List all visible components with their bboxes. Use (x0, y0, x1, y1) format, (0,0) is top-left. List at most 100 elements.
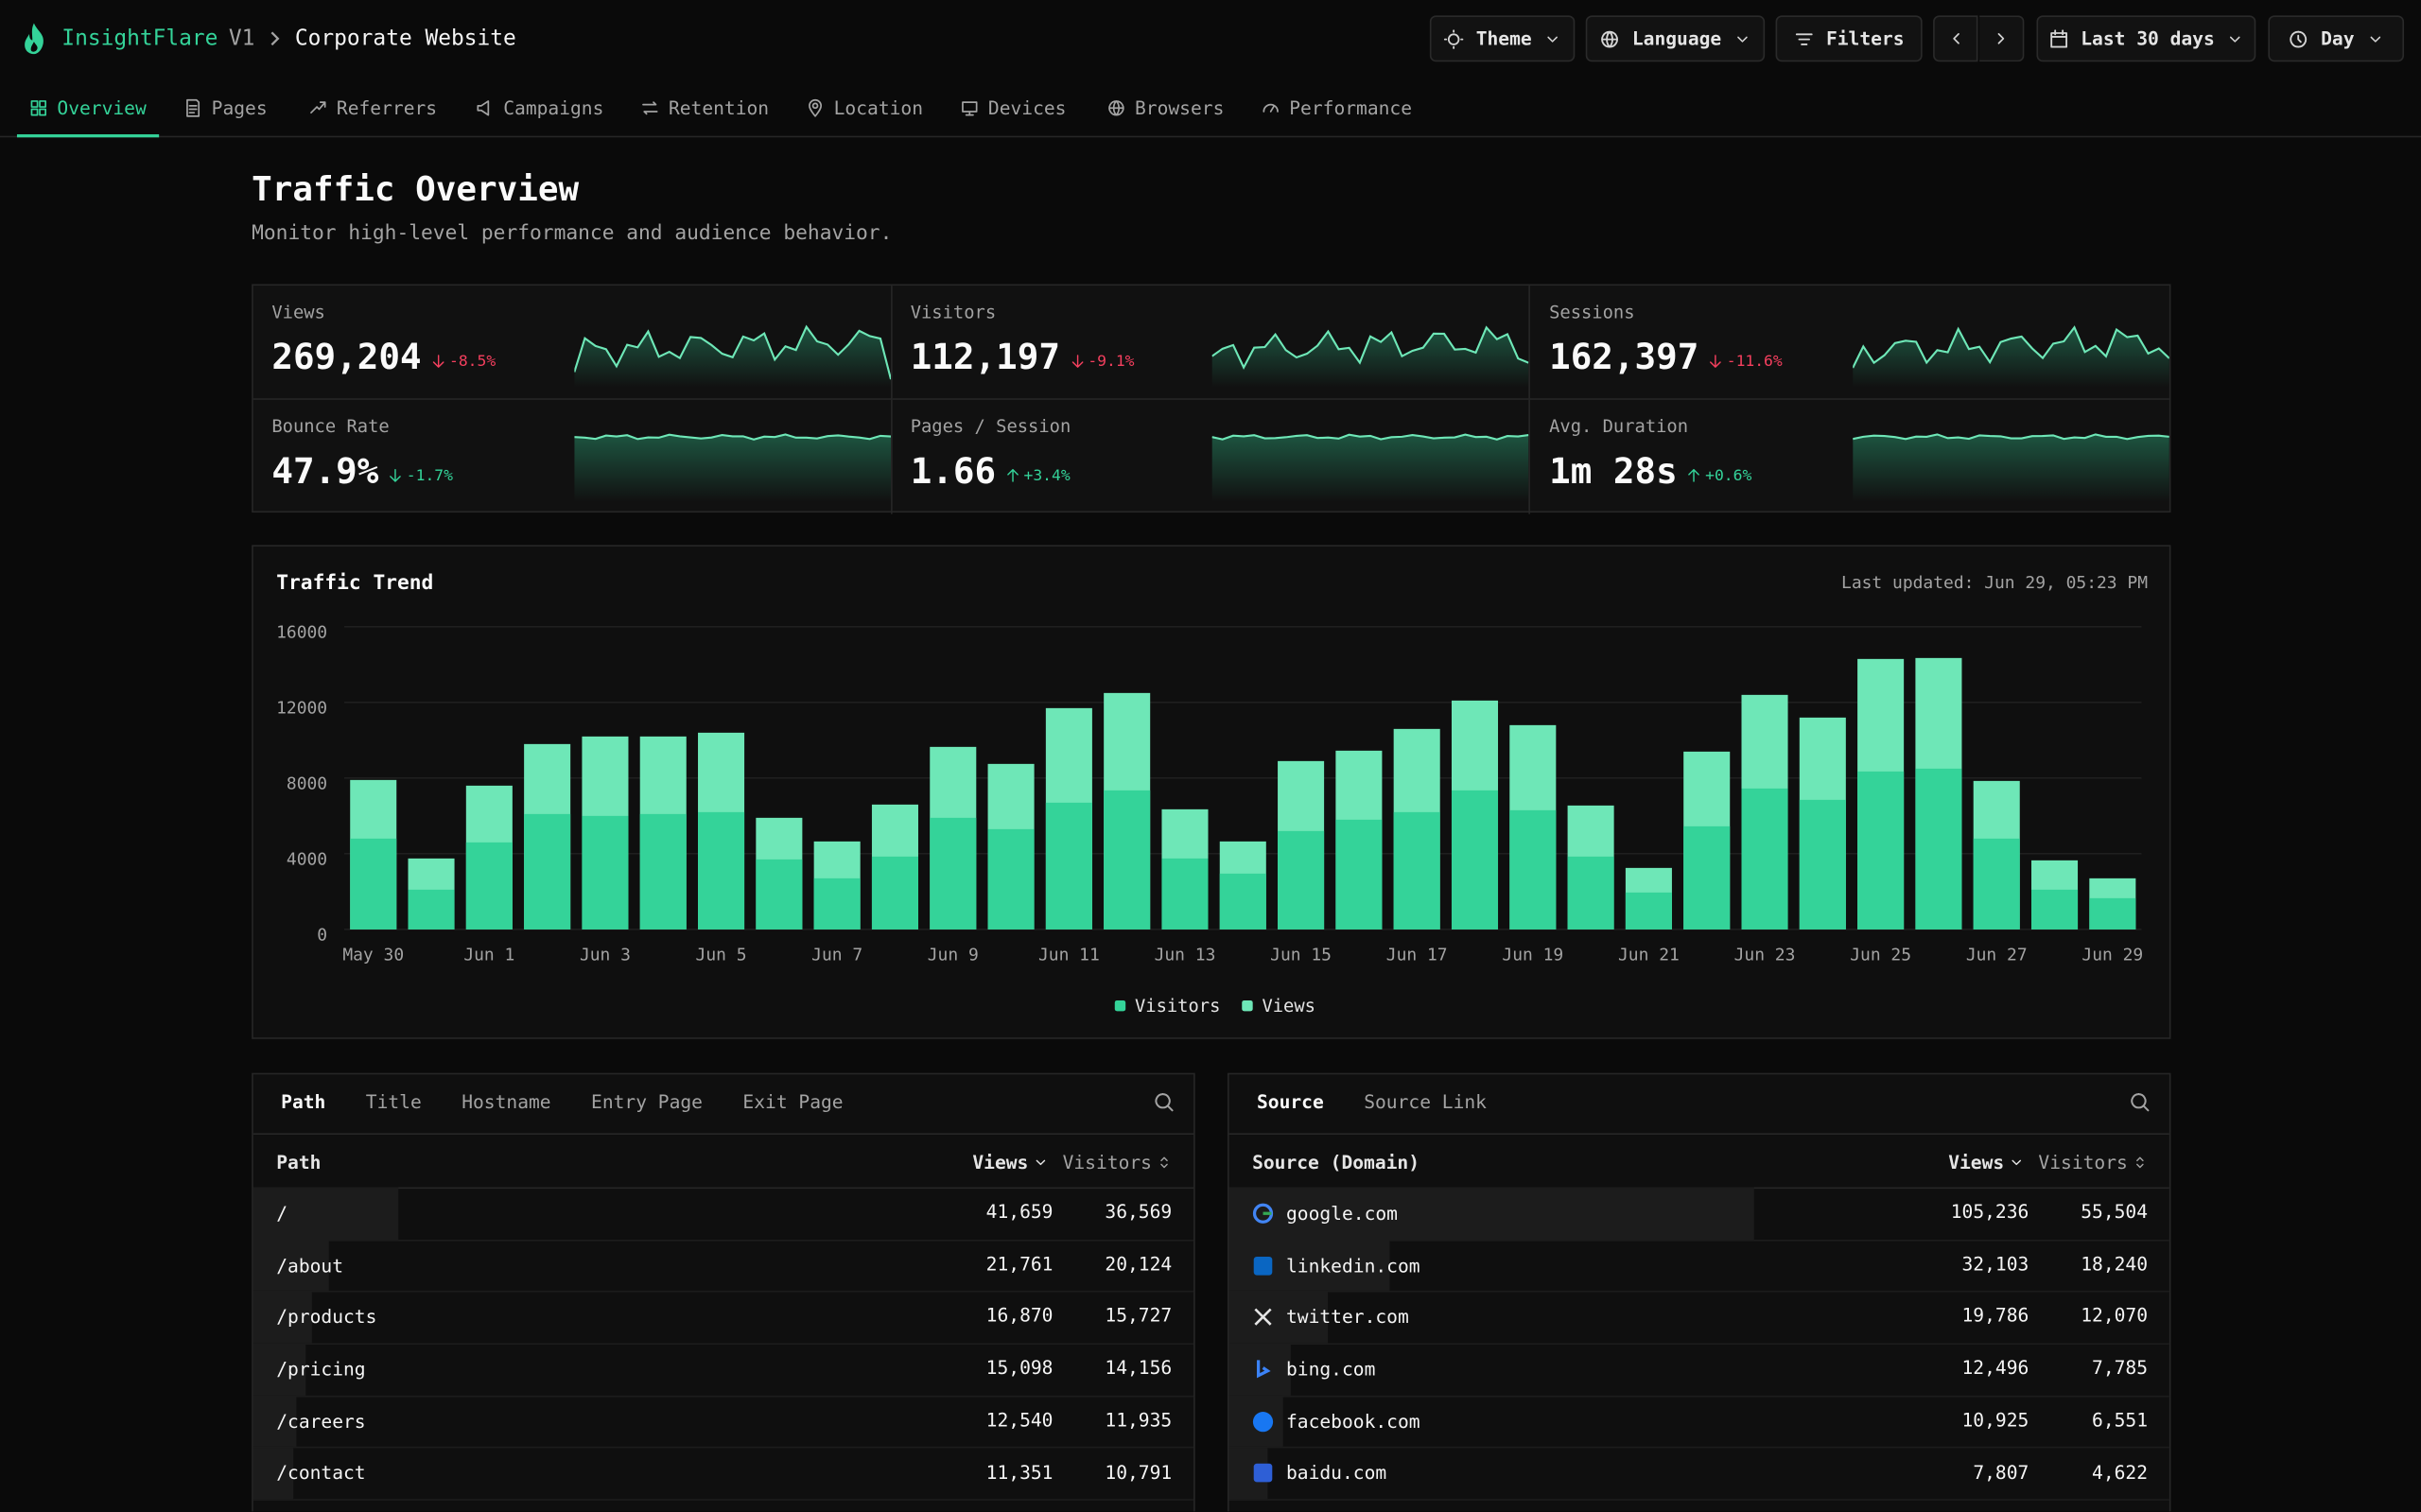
toolbar-button[interactable]: Filters (1775, 15, 1923, 62)
table-row[interactable]: baidu.com 7,807 4,622 (1228, 1447, 2169, 1502)
toolbar-button[interactable]: Day (2268, 15, 2405, 62)
table-row[interactable]: /about 21,761 20,124 (253, 1239, 1194, 1294)
sparkline (573, 324, 891, 388)
nav-icon (962, 100, 978, 115)
trend-arrow-path (1007, 469, 1019, 482)
site-name[interactable]: Corporate Website (294, 26, 516, 51)
table-tab[interactable]: Title (365, 1091, 422, 1114)
nav-tab[interactable]: Retention (628, 80, 781, 134)
row-views: 12,540 (985, 1409, 1054, 1432)
row-visitors: 12,070 (2081, 1305, 2149, 1328)
nav-tab[interactable]: Performance (1249, 80, 1424, 134)
chevron-icon (1547, 35, 1559, 42)
arrow-icon (1997, 33, 2005, 44)
kpi-card: Sessions 162,397 -11.6% (1530, 286, 2169, 400)
bar (987, 828, 1035, 930)
sparkline-area (573, 434, 891, 502)
nav-tab[interactable]: Devices (948, 80, 1078, 134)
top-bar: InsightFlare V1 Corporate Website Theme L… (0, 0, 2421, 78)
bar (524, 813, 571, 930)
kpi-change-text: -8.5% (448, 353, 496, 371)
bar (1625, 892, 1672, 930)
bar (1683, 826, 1731, 930)
nav-tab[interactable]: Campaigns (463, 80, 617, 134)
arrow-icon (1952, 33, 1959, 44)
kpi-value-row: 47.9% -1.7% (271, 452, 453, 492)
table-tab[interactable]: Entry Page (591, 1091, 703, 1114)
next-button[interactable] (1979, 15, 2025, 62)
button-icon-path (1443, 28, 1464, 49)
table-row[interactable]: /products 16,870 15,727 (253, 1291, 1194, 1346)
bar (639, 813, 687, 930)
table-row[interactable]: /pricing 15,098 14,156 (253, 1343, 1194, 1398)
nav-tab[interactable]: Referrers (296, 80, 449, 134)
table-row[interactable]: twitter.com 19,786 12,070 (1228, 1291, 2169, 1346)
trend-arrow-path (1710, 355, 1722, 368)
table-tab[interactable]: Hostname (462, 1091, 551, 1114)
nav-tab[interactable]: Overview (16, 80, 159, 138)
nav-tab[interactable]: Browsers (1095, 80, 1237, 134)
bar (1393, 811, 1440, 930)
bar (408, 889, 455, 930)
trend-arrow-path (432, 355, 444, 368)
toolbar-button[interactable]: Theme (1429, 15, 1576, 62)
kpi-card: Pages / Session 1.66 +3.4% (892, 399, 1531, 514)
brand[interactable]: InsightFlare (61, 26, 218, 51)
row-bar (1228, 1291, 1329, 1344)
divider (1228, 1133, 2169, 1135)
table-row[interactable]: linkedin.com 32,103 18,240 (1228, 1239, 2169, 1294)
button-icon-path (2290, 29, 2308, 47)
sparkline-area (573, 326, 891, 388)
legend-label: Visitors (1135, 997, 1220, 1017)
nav-tabs: Overview Pages Referrers Campaigns Retention… (0, 80, 2421, 138)
kpi-change: +3.4% (1005, 467, 1071, 484)
trend-arrow-path (1071, 355, 1083, 368)
table-tab[interactable]: Exit Page (742, 1091, 844, 1114)
kpi-value: 1.66 (910, 452, 997, 493)
column-header: Visitors (2038, 1151, 2128, 1173)
pages-table: Path Title Hostname Entry Page Exit Page Path… (252, 1072, 1195, 1512)
nav-tab[interactable]: Location (793, 80, 935, 134)
x-tick-label: Jun 9 (928, 946, 979, 965)
source-icon (1252, 1411, 1274, 1432)
row-bar (253, 1343, 306, 1396)
y-tick-label: 12000 (276, 698, 327, 718)
bar (1219, 873, 1266, 930)
column-header-views[interactable]: Views (972, 1152, 1048, 1173)
table-tab[interactable]: Source Link (1364, 1091, 1487, 1114)
table-row[interactable]: bing.com 12,496 7,785 (1228, 1343, 2169, 1398)
chevron-icon (2230, 35, 2241, 42)
column-header-visitors[interactable]: Visitors (2038, 1152, 2148, 1173)
search-button[interactable] (1154, 1090, 1176, 1120)
column-header-views[interactable]: Views (1948, 1152, 2024, 1173)
table-tab[interactable]: Path (281, 1091, 326, 1114)
row-label: /contact (276, 1448, 365, 1500)
table-row[interactable]: facebook.com 10,925 6,551 (1228, 1395, 2169, 1450)
row-name: /products (276, 1306, 377, 1329)
toolbar-button[interactable]: Language (1585, 15, 1766, 62)
kpi-label: Views (271, 301, 325, 323)
table-row[interactable]: /contact 11,351 10,791 (253, 1447, 1194, 1502)
chevron-icon (2370, 35, 2380, 42)
kpi-change: +0.6% (1687, 467, 1751, 484)
kpi-card: Avg. Duration 1m 28s +0.6% (1530, 400, 2169, 514)
nav-icon (1108, 99, 1124, 115)
table-row[interactable]: google.com 105,236 55,504 (1228, 1187, 2169, 1242)
sparkline (1212, 325, 1529, 388)
toolbar-button[interactable]: Last 30 days (2036, 15, 2256, 62)
column-header-visitors[interactable]: Visitors (1063, 1152, 1173, 1173)
page-subtitle: Monitor high-level performance and audie… (252, 222, 893, 246)
nav-icon-path (1263, 103, 1279, 112)
row-name: /pricing (276, 1358, 366, 1381)
nav-tab[interactable]: Pages (171, 80, 279, 134)
prev-button[interactable] (1933, 15, 1978, 62)
table-tab[interactable]: Source (1256, 1091, 1324, 1114)
sparkline-area (1853, 327, 2169, 388)
table-row[interactable]: /careers 12,540 11,935 (253, 1395, 1194, 1450)
sparkline (573, 433, 891, 502)
table-row[interactable]: / 41,659 36,569 (253, 1187, 1194, 1242)
search-button[interactable] (2129, 1090, 2151, 1120)
kpi-label: Sessions (1549, 301, 1635, 323)
x-tick-label: Jun 23 (1734, 946, 1796, 965)
kpi-change: -8.5% (430, 353, 496, 370)
